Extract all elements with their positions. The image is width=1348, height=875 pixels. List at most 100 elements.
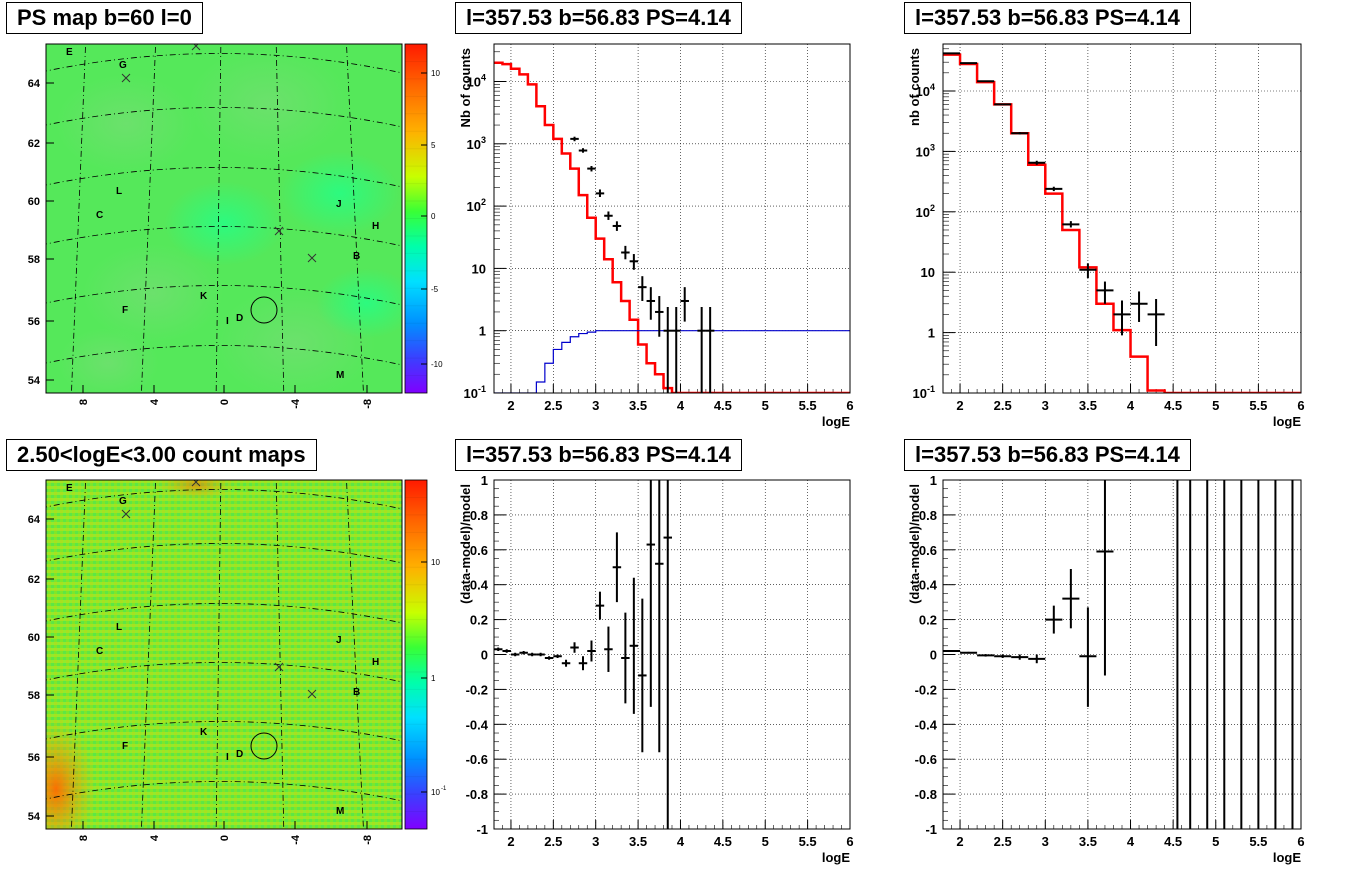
map-source-cross: [274, 662, 284, 672]
colorbar-tick-label: 10: [431, 558, 440, 567]
map-x-tick-label: 8: [78, 835, 90, 841]
map-longitude-line: [346, 480, 364, 829]
map-y-tick-label: 58: [28, 690, 40, 702]
map-longitude-line: [71, 44, 86, 393]
map-x-tick-label: 4: [149, 834, 161, 841]
colorbar-tick-label: 10: [431, 788, 440, 797]
map-latitude-line: [46, 107, 402, 128]
map-top-blob: [188, 47, 349, 160]
map-y-tick-label: 56: [28, 752, 40, 764]
map-source-label-G: G: [119, 496, 127, 507]
map-longitude-line: [215, 480, 222, 829]
colorbar-exponent: -1: [441, 786, 447, 792]
map-y-tick-label: 62: [28, 138, 40, 150]
map-top-image: E G L C J H B K DI F M: [46, 44, 402, 393]
residual-left-title: l=357.53 b=56.83 PS=4.14: [455, 439, 742, 471]
map-source-cross: [307, 689, 317, 699]
map-bottom-background: [46, 480, 402, 829]
map-bottom-colorbar: [404, 479, 428, 830]
map-latitude-line: [46, 285, 402, 306]
map-region-circle: [250, 732, 278, 760]
map-y-tick-label: 60: [28, 196, 40, 208]
map-latitude-line: [46, 53, 402, 74]
map-source-label-L: L: [116, 622, 122, 633]
map-latitude-line: [46, 489, 402, 510]
map-longitude-line: [275, 44, 285, 393]
map-top-blob: [316, 268, 402, 339]
map-top-blob: [56, 74, 197, 173]
map-source-label-L: L: [116, 186, 122, 197]
map-latitude-line: [46, 345, 402, 366]
map-bottom-image: E G L C J H B K DI F M: [46, 480, 402, 829]
map-top-colorbar: [404, 43, 428, 394]
map-latitude-line: [46, 543, 402, 564]
map-x-tick-label: 4: [149, 398, 161, 405]
map-source-label-J: J: [336, 199, 342, 210]
map-source-label-I: I: [226, 316, 229, 327]
colorbar-tick-label: -5: [431, 285, 439, 294]
map-longitude-line: [275, 480, 285, 829]
map-source-label-B: B: [353, 687, 360, 698]
map-source-label-C: C: [96, 646, 103, 657]
map-source-label-E: E: [66, 483, 73, 494]
map-source-label-I: I: [226, 752, 229, 763]
colorbar-tick-label: 10: [431, 69, 440, 78]
colorbar-tick-label: 5: [431, 141, 436, 150]
map-source-cross: [191, 44, 201, 51]
spectrum-left-title: l=357.53 b=56.83 PS=4.14: [455, 2, 742, 34]
map-region-circle: [250, 296, 278, 324]
map-source-label-B: B: [353, 251, 360, 262]
map-x-tick-label: 8: [78, 399, 90, 405]
map-source-label-D: D: [236, 749, 243, 760]
map-top-blob: [164, 181, 284, 266]
map-source-label-C: C: [96, 210, 103, 221]
map-x-tick-label: -8: [362, 399, 374, 409]
map-source-label-E: E: [66, 47, 73, 58]
residual-right-title: l=357.53 b=56.83 PS=4.14: [904, 439, 1191, 471]
map-x-tick-label: -8: [362, 835, 374, 845]
map-source-label-F: F: [122, 741, 128, 752]
map-latitude-line: [46, 603, 402, 624]
map-y-tick-label: 60: [28, 632, 40, 644]
colorbar-tick-label: 1: [431, 674, 436, 683]
map-source-label-M: M: [336, 806, 344, 817]
map-latitude-line: [46, 167, 402, 188]
map-source-label-K: K: [200, 291, 208, 302]
map-x-tick-label: 0: [219, 835, 231, 841]
map-latitude-line: [46, 226, 402, 247]
map-top-blob: [58, 328, 159, 393]
map-source-label-M: M: [336, 370, 344, 381]
map-source-cross: [274, 226, 284, 236]
map-longitude-line: [71, 480, 86, 829]
map-source-cross: [121, 509, 131, 519]
map-latitude-line: [46, 721, 402, 742]
map-top-title: PS map b=60 l=0: [6, 2, 203, 34]
map-source-label-D: D: [236, 313, 243, 324]
map-latitude-line: [46, 662, 402, 683]
map-x-tick-label: -4: [290, 398, 302, 409]
map-latitude-line: [46, 781, 402, 802]
map-y-tick-label: 64: [28, 78, 41, 90]
map-longitude-line: [141, 44, 156, 393]
map-source-label-H: H: [372, 657, 379, 668]
map-source-cross: [121, 73, 131, 83]
map-longitude-line: [141, 480, 156, 829]
map-bottom-hotspot: [46, 719, 96, 829]
map-y-tick-label: 54: [28, 375, 41, 387]
map-bottom-hotspot: [156, 480, 236, 500]
map-longitude-line: [215, 44, 222, 393]
colorbar-tick-label: 0: [431, 212, 436, 221]
map-bottom-title: 2.50<logE<3.00 count maps: [6, 439, 317, 471]
map-top-blob: [279, 151, 400, 236]
map-y-tick-label: 54: [28, 811, 41, 823]
map-source-label-K: K: [200, 727, 208, 738]
map-source-label-F: F: [122, 305, 128, 316]
map-y-tick-label: 58: [28, 254, 40, 266]
map-source-cross: [307, 253, 317, 263]
map-source-label-H: H: [372, 221, 379, 232]
map-x-tick-label: 0: [219, 399, 231, 405]
map-source-cross: [191, 480, 201, 487]
map-y-tick-label: 56: [28, 316, 40, 328]
map-y-tick-label: 64: [28, 514, 41, 526]
